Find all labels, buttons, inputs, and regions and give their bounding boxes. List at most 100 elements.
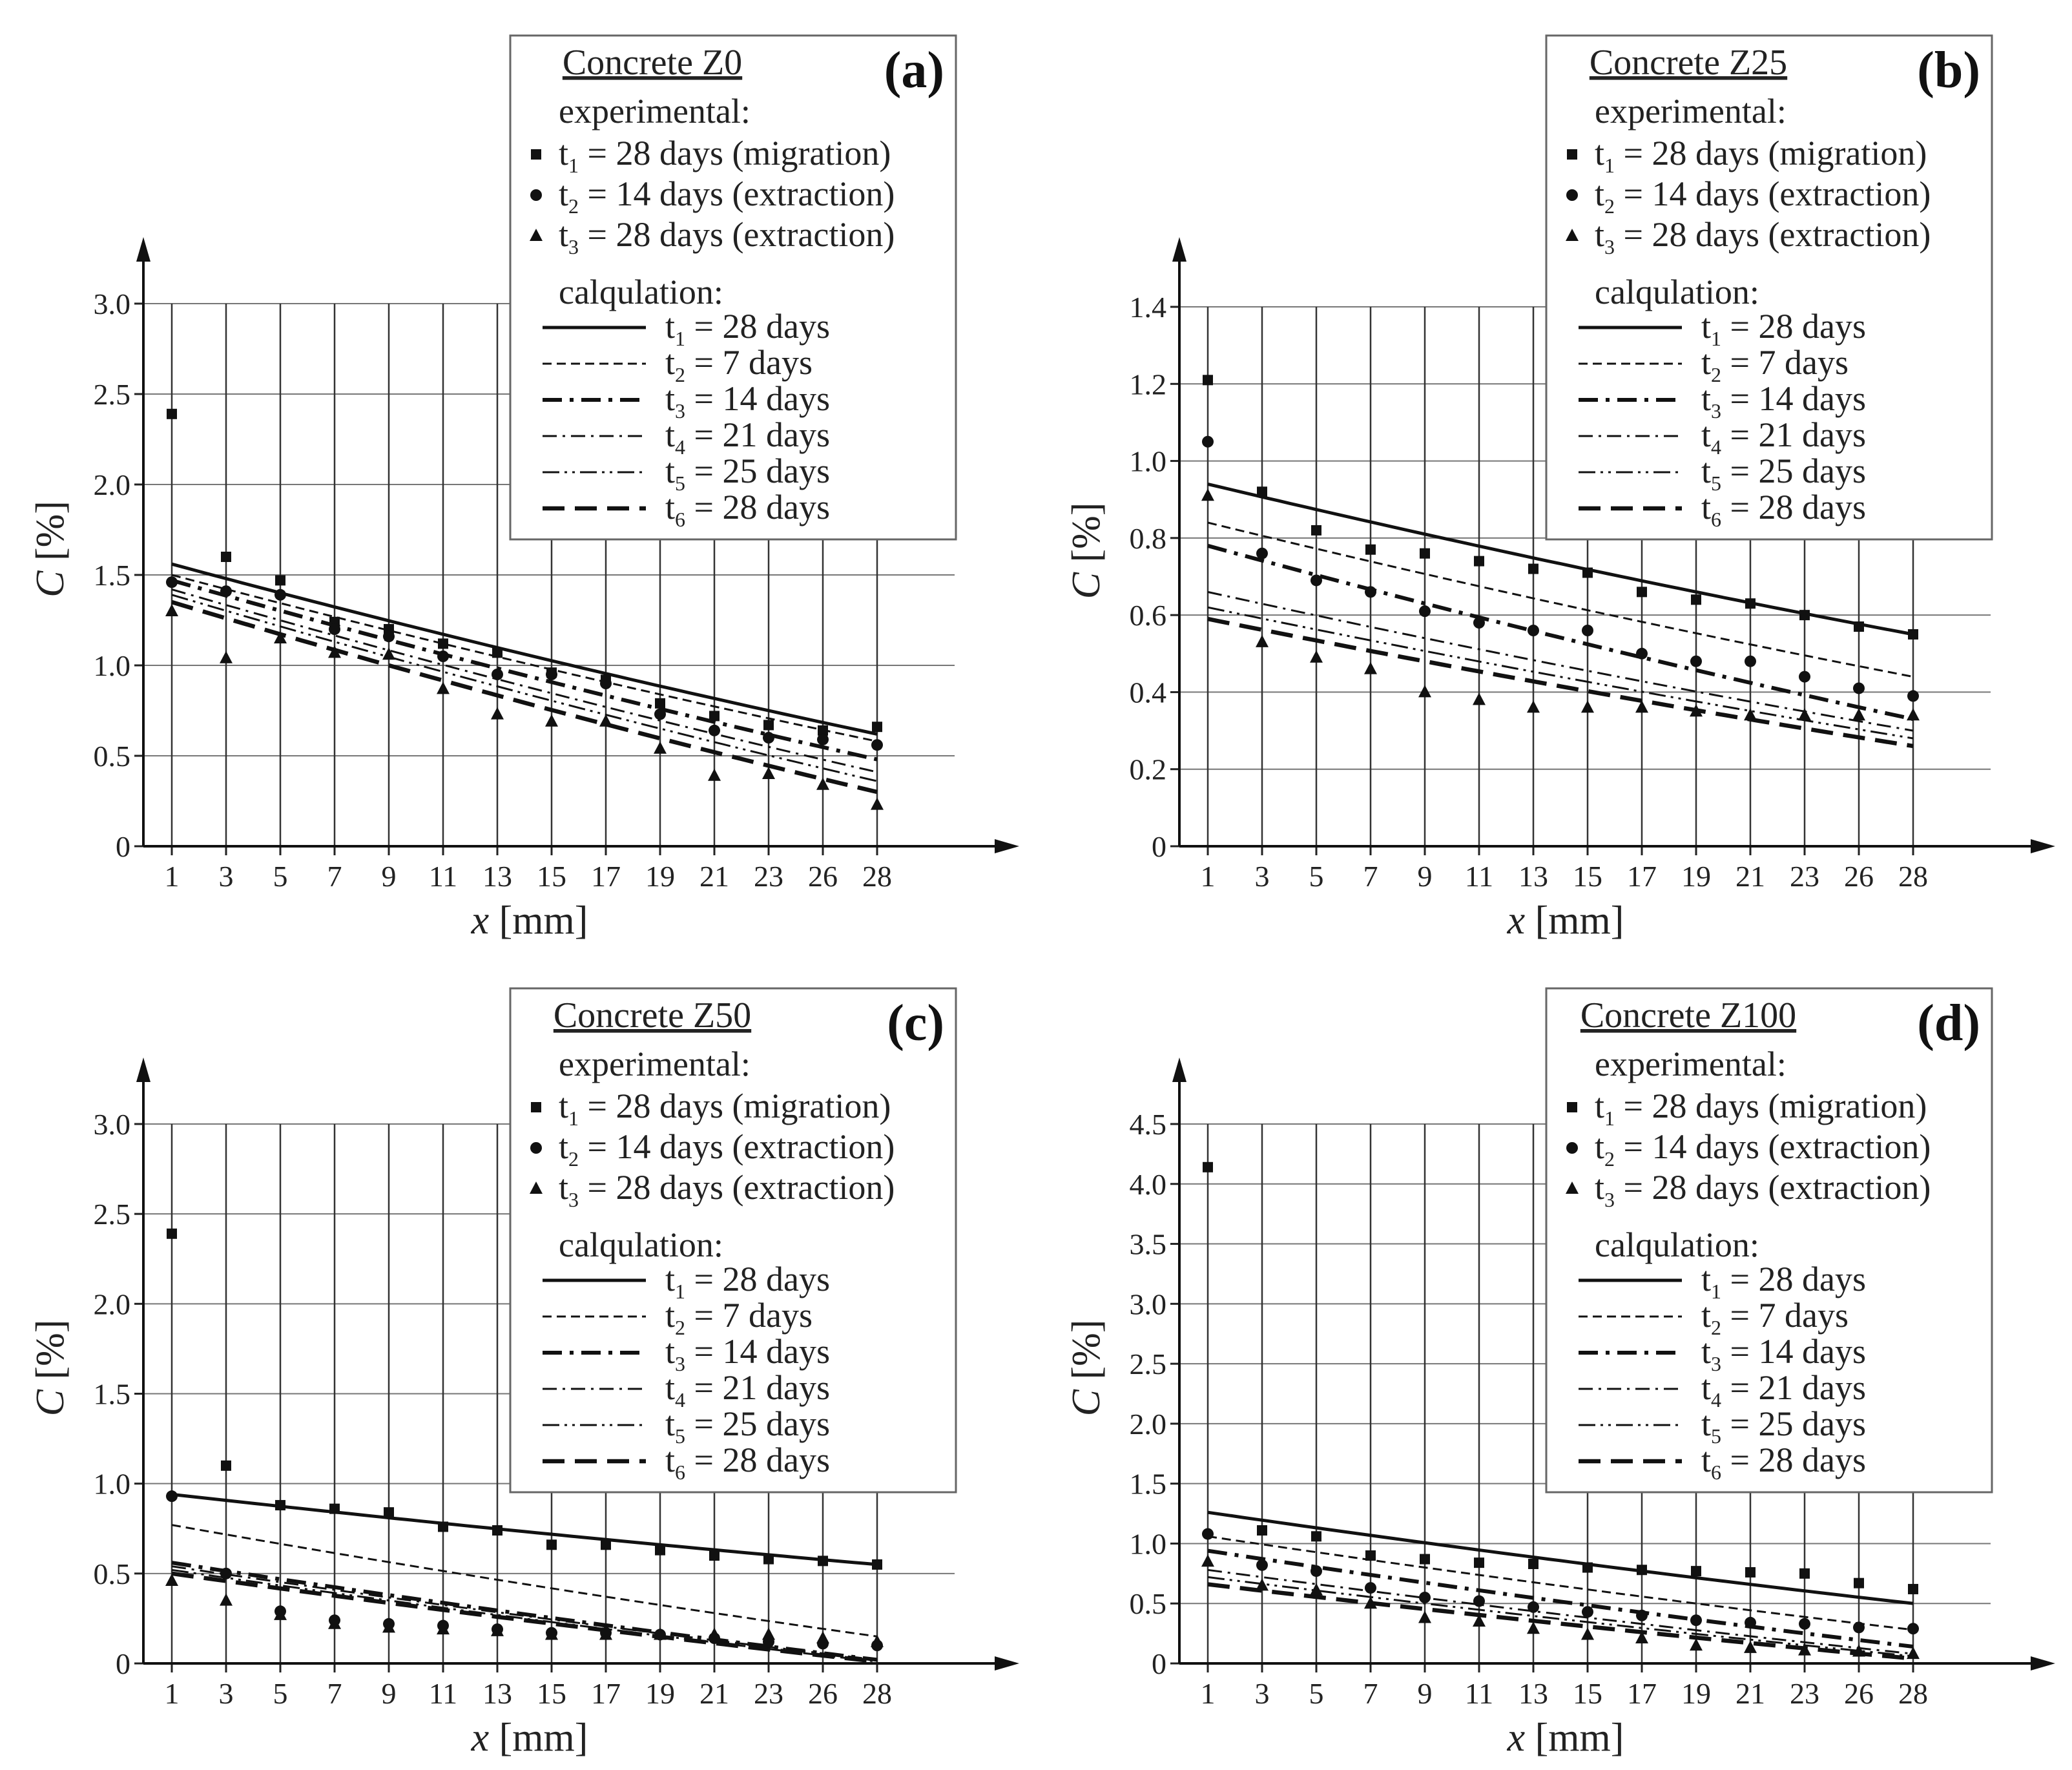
- data-point-square: [384, 1507, 394, 1518]
- data-point-square: [1420, 548, 1430, 559]
- x-axis-arrow: [995, 1656, 1019, 1671]
- legend-marker-circle: [1566, 1142, 1578, 1154]
- data-point-triangle: [1907, 708, 1920, 721]
- legend-calc-label: t4 = 21 days: [1701, 415, 1866, 459]
- data-point-square: [1203, 375, 1213, 386]
- x-tick-label: 26: [1844, 860, 1874, 893]
- y-tick-label: 1.5: [94, 1378, 131, 1411]
- x-tick-label: 1: [1201, 860, 1216, 893]
- data-point-circle: [1799, 1618, 1810, 1630]
- legend-calc-label: t6 = 28 days: [665, 1441, 830, 1484]
- legend-calc-label: t6 = 28 days: [1701, 488, 1866, 531]
- legend-experimental-heading: experimental:: [1595, 92, 1787, 130]
- legend: Concrete Z50 (c) experimental: t1 = 28 days…: [509, 987, 957, 1494]
- data-point-triangle: [1635, 1631, 1648, 1644]
- data-point-circle: [1311, 574, 1322, 587]
- legend-title: Concrete Z25: [1590, 43, 1787, 83]
- y-tick-label: 0: [1152, 830, 1166, 863]
- y-axis-label: C [%]: [1064, 1320, 1108, 1417]
- calc-curve-t4: [171, 588, 878, 773]
- x-tick-label: 11: [429, 860, 457, 893]
- data-point-triangle: [382, 647, 395, 660]
- data-point-triangle: [1256, 634, 1269, 647]
- data-point-square: [1691, 1566, 1701, 1577]
- data-point-triangle: [1473, 1614, 1486, 1627]
- data-point-circle: [275, 588, 286, 601]
- x-tick-label: 9: [1418, 860, 1433, 893]
- x-tick-label: 21: [1735, 860, 1765, 893]
- y-tick-label: 2.5: [94, 1198, 131, 1231]
- y-tick-label: 0.5: [94, 740, 131, 773]
- x-tick-label: 13: [1518, 860, 1548, 893]
- y-axis-arrow: [1172, 237, 1186, 262]
- legend-calc-label: t5 = 25 days: [665, 452, 830, 495]
- y-tick-label: 1.5: [94, 559, 131, 592]
- data-point-circle: [871, 739, 883, 751]
- legend-calc-label: t6 = 28 days: [1701, 1441, 1866, 1484]
- x-tick-label: 3: [1255, 860, 1270, 893]
- calc-curve-t2: [171, 1524, 878, 1638]
- legend-box: [509, 987, 957, 1494]
- calc-curve-t6: [171, 1571, 878, 1663]
- data-point-triangle: [220, 1593, 233, 1606]
- chart-panel-c: 00.51.01.52.02.53.01 3 5 7 9 11 13 15 17 19 21 23 26…: [28, 987, 1019, 1760]
- x-tick-label: 19: [645, 860, 675, 893]
- data-point-circle: [1853, 682, 1865, 694]
- calc-curve-t6: [171, 599, 878, 795]
- x-tick-label: 17: [591, 860, 621, 893]
- x-tick-label: 17: [1627, 1677, 1657, 1710]
- calc-curve-t2: [1207, 1535, 1914, 1631]
- y-tick-label: 0: [116, 1647, 130, 1680]
- data-point-triangle: [654, 741, 667, 754]
- legend-calc-label: t1 = 28 days: [1701, 307, 1866, 350]
- data-point-square: [492, 1525, 502, 1536]
- data-point-circle: [546, 669, 557, 680]
- data-point-triangle: [1364, 661, 1377, 674]
- calc-curve-t1: [171, 562, 878, 736]
- data-point-triangle: [1418, 685, 1431, 698]
- data-point-triangle: [491, 1623, 504, 1636]
- data-point-circle: [1636, 1609, 1648, 1621]
- x-tick-label: 23: [754, 1677, 783, 1710]
- data-point-triangle: [1310, 650, 1323, 663]
- legend-calc-label: t5 = 25 days: [1701, 1404, 1866, 1448]
- data-point-circle: [383, 630, 395, 643]
- data-point-square: [1257, 1525, 1267, 1536]
- data-point-triangle: [274, 1607, 287, 1620]
- data-point-square: [1637, 1565, 1647, 1576]
- x-tick-label: 1: [165, 1677, 180, 1710]
- data-point-circle: [1528, 625, 1539, 636]
- x-axis-label: x [mm]: [471, 899, 588, 942]
- data-point-circle: [1853, 1621, 1865, 1634]
- legend-marker-triangle: [530, 1182, 543, 1194]
- data-point-triangle: [816, 777, 829, 790]
- x-tick-label: 15: [537, 860, 566, 893]
- data-point-triangle: [1473, 692, 1486, 705]
- data-point-square: [1691, 594, 1701, 605]
- x-tick-label: 7: [327, 1677, 342, 1710]
- y-tick-label: 4.0: [1130, 1168, 1167, 1201]
- data-point-square: [763, 1554, 774, 1565]
- data-point-triangle: [762, 767, 775, 779]
- y-axis-arrow: [1172, 1057, 1186, 1082]
- y-tick-label: 1.0: [94, 1468, 131, 1501]
- data-point-triangle: [708, 768, 721, 781]
- data-point-triangle: [816, 1631, 829, 1644]
- data-point-triangle: [1635, 700, 1648, 713]
- data-point-triangle: [762, 1627, 775, 1640]
- experimental-series-t3: [165, 1573, 884, 1647]
- legend-calc-label: t5 = 25 days: [1701, 452, 1866, 495]
- legend-marker-triangle: [530, 229, 543, 241]
- x-axis-label: x [mm]: [1507, 1716, 1624, 1760]
- data-point-square: [438, 638, 448, 649]
- y-tick-label: 1.0: [94, 649, 131, 682]
- data-point-circle: [1907, 1623, 1919, 1635]
- legend-experimental-heading: experimental:: [559, 92, 751, 130]
- legend-marker-square: [531, 1102, 541, 1112]
- data-point-triangle: [491, 707, 504, 720]
- y-tick-label: 2.0: [94, 468, 131, 501]
- data-point-square: [492, 647, 502, 658]
- x-tick-label: 21: [699, 860, 729, 893]
- legend-calc-label: t1 = 28 days: [665, 1260, 830, 1303]
- data-point-triangle: [1744, 708, 1757, 721]
